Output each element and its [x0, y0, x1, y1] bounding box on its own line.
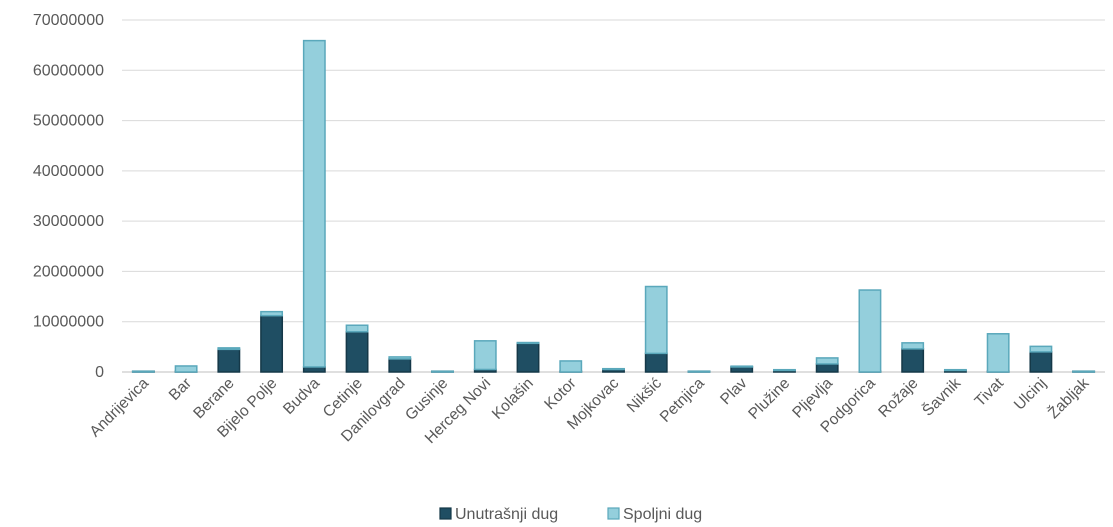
- bar-unutrasnji-3: [261, 316, 282, 372]
- x-tick-label: Ulcinj: [1011, 375, 1050, 414]
- bar-unutrasnji-16: [817, 364, 838, 372]
- bar-unutrasnji-4: [304, 367, 325, 372]
- bar-spoljni-11: [603, 369, 624, 370]
- y-axis: 0 10000000 20000000 30000000 40000000 5000000…: [33, 12, 104, 381]
- bar-spoljni-19: [945, 370, 966, 371]
- bar-spoljni-7: [432, 371, 453, 372]
- bar-spoljni-9: [517, 343, 538, 344]
- bar-spoljni-15: [774, 370, 795, 371]
- bar-unutrasnji-2: [218, 349, 239, 372]
- legend: Unutrašnji dug Spoljni dug: [440, 506, 702, 523]
- bar-spoljni-0: [133, 371, 154, 372]
- bar-spoljni-21: [1030, 346, 1051, 352]
- bar-spoljni-2: [218, 348, 239, 350]
- bar-unutrasnji-21: [1030, 352, 1051, 372]
- legend-label: Unutrašnji dug: [455, 506, 558, 523]
- y-tick-label: 10000000: [33, 314, 104, 331]
- x-tick-label: Žabljak: [1045, 375, 1093, 423]
- y-tick-label: 60000000: [33, 62, 104, 79]
- x-tick-label: Rožaje: [875, 375, 921, 421]
- bar-spoljni-10: [560, 361, 581, 372]
- bar-unutrasnji-6: [389, 359, 410, 372]
- y-tick-label: 40000000: [33, 163, 104, 180]
- bar-spoljni-5: [346, 325, 367, 332]
- legend-label: Spoljni dug: [623, 506, 702, 523]
- y-tick-label: 0: [95, 364, 104, 381]
- x-tick-label: Plužine: [745, 375, 793, 423]
- bar-spoljni-12: [646, 287, 667, 354]
- legend-swatch: [608, 508, 619, 519]
- bar-spoljni-22: [1073, 371, 1094, 372]
- legend-swatch: [440, 508, 451, 519]
- bars: [133, 41, 1095, 372]
- bar-unutrasnji-12: [646, 353, 667, 372]
- x-tick-label: Bar: [166, 375, 195, 404]
- bar-spoljni-6: [389, 357, 410, 359]
- bar-spoljni-17: [859, 290, 880, 372]
- bar-spoljni-13: [688, 371, 709, 372]
- bar-unutrasnji-9: [517, 343, 538, 372]
- y-tick-label: 20000000: [33, 263, 104, 280]
- bar-unutrasnji-5: [346, 332, 367, 372]
- y-tick-label: 50000000: [33, 113, 104, 130]
- x-tick-label: Nikšić: [624, 375, 665, 416]
- bar-unutrasnji-18: [902, 349, 923, 372]
- x-tick-label: Plav: [717, 375, 751, 409]
- bar-spoljni-18: [902, 343, 923, 349]
- bar-spoljni-8: [475, 341, 496, 370]
- bar-spoljni-14: [731, 366, 752, 367]
- bar-spoljni-4: [304, 41, 325, 367]
- x-tick-label: Šavnik: [919, 375, 964, 420]
- bar-spoljni-16: [817, 358, 838, 364]
- x-tick-label: Tivat: [972, 374, 1008, 410]
- x-tick-label: Petnjica: [657, 375, 708, 426]
- bar-spoljni-20: [987, 334, 1008, 372]
- bar-unutrasnji-14: [731, 367, 752, 372]
- y-tick-label: 30000000: [33, 213, 104, 230]
- x-tick-label: Kolašin: [489, 375, 537, 423]
- y-tick-label: 70000000: [33, 12, 104, 29]
- x-tick-label: Kotor: [541, 375, 579, 413]
- bar-spoljni-1: [175, 366, 196, 372]
- bar-spoljni-3: [261, 312, 282, 316]
- x-tick-label: Budva: [280, 375, 323, 418]
- x-tick-label: Andrijevica: [87, 375, 153, 441]
